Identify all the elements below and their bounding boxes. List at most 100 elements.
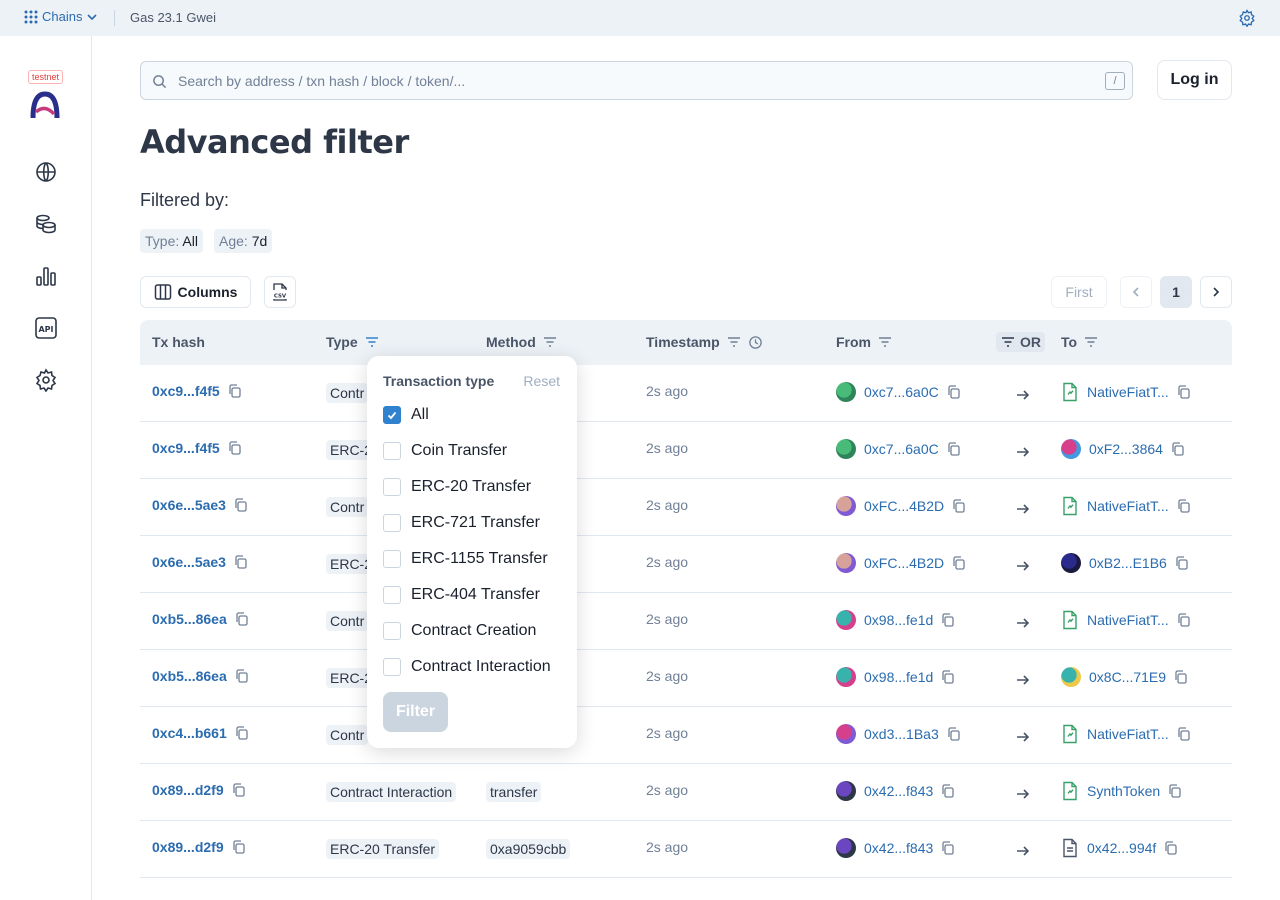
filter-icon[interactable]: [877, 334, 893, 350]
copy-icon[interactable]: [1177, 727, 1191, 741]
from-address-link[interactable]: 0x98...fe1d: [864, 669, 934, 685]
tx-hash-link[interactable]: 0x89...d2f9: [152, 839, 224, 855]
checkbox[interactable]: [383, 586, 401, 604]
copy-icon[interactable]: [1177, 499, 1191, 513]
to-address-link[interactable]: NativeFiatT...: [1087, 498, 1169, 514]
from-address-link[interactable]: 0x98...fe1d: [864, 612, 934, 628]
type-tag: Contr: [326, 383, 369, 403]
copy-icon[interactable]: [232, 783, 246, 797]
copy-icon[interactable]: [234, 498, 248, 512]
search-input[interactable]: [178, 72, 1078, 89]
to-address-link[interactable]: 0xF2...3864: [1089, 441, 1163, 457]
login-button[interactable]: Log in: [1157, 60, 1232, 100]
tx-hash-link[interactable]: 0xb5...86ea: [152, 668, 227, 684]
type-option[interactable]: ERC-1155 Transfer: [383, 550, 548, 568]
copy-icon[interactable]: [1171, 442, 1185, 456]
copy-icon[interactable]: [941, 784, 955, 798]
to-address-link[interactable]: 0xB2...E1B6: [1089, 555, 1167, 571]
checkbox[interactable]: [383, 478, 401, 496]
to-address-link[interactable]: SynthToken: [1087, 783, 1161, 799]
type-option[interactable]: ERC-721 Transfer: [383, 514, 540, 532]
checkbox[interactable]: [383, 406, 401, 424]
to-address-link[interactable]: NativeFiatT...: [1087, 384, 1169, 400]
to-address-link[interactable]: 0x8C...71E9: [1089, 669, 1167, 685]
filter-icon[interactable]: [364, 334, 380, 350]
logo-icon[interactable]: [30, 88, 60, 120]
pagination-next-button[interactable]: [1200, 276, 1232, 308]
filter-chip-age[interactable]: Age: 7d: [214, 229, 273, 253]
type-option[interactable]: Contract Interaction: [383, 658, 551, 676]
to-address-link[interactable]: NativeFiatT...: [1087, 612, 1169, 628]
gear-icon[interactable]: [1238, 9, 1256, 27]
copy-icon[interactable]: [1174, 670, 1188, 684]
copy-icon[interactable]: [941, 613, 955, 627]
type-option[interactable]: ERC-20 Transfer: [383, 478, 531, 496]
tx-hash-link[interactable]: 0xb5...86ea: [152, 611, 227, 627]
filter-button[interactable]: Filter: [383, 692, 448, 732]
type-cell: Contr: [326, 611, 369, 631]
copy-icon[interactable]: [952, 499, 966, 513]
copy-icon[interactable]: [941, 670, 955, 684]
copy-icon[interactable]: [228, 441, 242, 455]
checkbox[interactable]: [383, 514, 401, 532]
checkbox[interactable]: [383, 622, 401, 640]
copy-icon[interactable]: [941, 841, 955, 855]
tx-hash-cell: 0x89...d2f9: [152, 839, 246, 855]
copy-icon[interactable]: [232, 840, 246, 854]
csv-export-button[interactable]: CSV: [264, 276, 296, 308]
from-address-link[interactable]: 0xd3...1Ba3: [864, 726, 939, 742]
checkbox[interactable]: [383, 658, 401, 676]
chart-icon[interactable]: [34, 264, 58, 288]
type-option[interactable]: Coin Transfer: [383, 442, 507, 460]
to-address-link[interactable]: NativeFiatT...: [1087, 726, 1169, 742]
copy-icon[interactable]: [235, 612, 249, 626]
from-address-link[interactable]: 0x42...f843: [864, 840, 934, 856]
globe-icon[interactable]: [34, 160, 58, 184]
copy-icon[interactable]: [952, 556, 966, 570]
copy-icon[interactable]: [1164, 841, 1178, 855]
tx-hash-link[interactable]: 0x6e...5ae3: [152, 554, 226, 570]
type-option[interactable]: All: [383, 406, 429, 424]
copy-icon[interactable]: [235, 726, 249, 740]
copy-icon[interactable]: [947, 385, 961, 399]
settings-icon[interactable]: [34, 368, 58, 392]
tx-hash-link[interactable]: 0xc9...f4f5: [152, 383, 220, 399]
pagination-current-page[interactable]: 1: [1160, 276, 1192, 308]
api-icon[interactable]: API: [34, 316, 58, 340]
copy-icon[interactable]: [234, 555, 248, 569]
filter-icon[interactable]: [1083, 334, 1099, 350]
copy-icon[interactable]: [1177, 385, 1191, 399]
from-address-link[interactable]: 0xFC...4B2D: [864, 498, 945, 514]
from-address-link[interactable]: 0x42...f843: [864, 783, 934, 799]
from-address-link[interactable]: 0xFC...4B2D: [864, 555, 945, 571]
copy-icon[interactable]: [1175, 556, 1189, 570]
reset-button[interactable]: Reset: [523, 373, 560, 389]
coins-icon[interactable]: [34, 212, 58, 236]
pagination-prev-button[interactable]: [1120, 276, 1152, 308]
clock-icon[interactable]: [748, 335, 763, 350]
copy-icon[interactable]: [235, 669, 249, 683]
from-address-link[interactable]: 0xc7...6a0C: [864, 441, 939, 457]
filter-icon[interactable]: [726, 334, 742, 350]
checkbox[interactable]: [383, 550, 401, 568]
chains-menu[interactable]: Chains: [24, 9, 98, 24]
tx-hash-link[interactable]: 0xc9...f4f5: [152, 440, 220, 456]
filter-icon[interactable]: [542, 334, 558, 350]
from-address-link[interactable]: 0xc7...6a0C: [864, 384, 939, 400]
copy-icon[interactable]: [1177, 613, 1191, 627]
columns-button[interactable]: Columns: [140, 276, 251, 308]
filter-chip-type[interactable]: Type: All: [140, 229, 203, 253]
tx-hash-link[interactable]: 0x89...d2f9: [152, 782, 224, 798]
type-option[interactable]: ERC-404 Transfer: [383, 586, 540, 604]
tx-hash-link[interactable]: 0xc4...b661: [152, 725, 227, 741]
copy-icon[interactable]: [1168, 784, 1182, 798]
checkbox[interactable]: [383, 442, 401, 460]
or-toggle[interactable]: OR: [996, 332, 1045, 352]
pagination-first-button[interactable]: First: [1051, 276, 1107, 308]
to-address-link[interactable]: 0x42...994f: [1087, 840, 1157, 856]
copy-icon[interactable]: [947, 442, 961, 456]
copy-icon[interactable]: [947, 727, 961, 741]
tx-hash-link[interactable]: 0x6e...5ae3: [152, 497, 226, 513]
type-option[interactable]: Contract Creation: [383, 622, 536, 640]
copy-icon[interactable]: [228, 384, 242, 398]
